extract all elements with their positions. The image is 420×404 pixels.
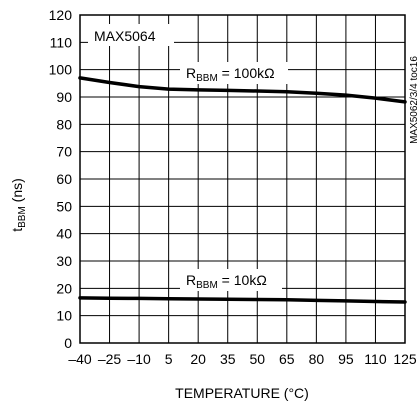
x-tick-label: 80 <box>309 351 325 367</box>
y-tick-label: 50 <box>56 198 72 214</box>
y-tick-label: 80 <box>56 116 72 132</box>
side-note: MAX5062/3/4 toc16 <box>409 56 420 144</box>
series-line-0 <box>78 76 407 104</box>
x-tick-label: 110 <box>364 351 387 367</box>
y-tick-label: 40 <box>56 226 72 242</box>
x-tick-label: –25 <box>98 351 122 367</box>
y-tick-label: 90 <box>56 89 72 105</box>
device-label: MAX5064 <box>94 28 156 44</box>
y-tick-label: 120 <box>49 7 73 23</box>
x-tick-label: 35 <box>220 351 236 367</box>
y-tick-label: 110 <box>50 34 73 50</box>
y-tick-label: 10 <box>56 308 72 324</box>
y-tick-label: 30 <box>56 253 72 269</box>
x-tick-label: 65 <box>279 351 295 367</box>
device-label-bg <box>88 24 174 46</box>
x-tick-labels: –40 –25 –10 5 20 35 50 65 80 95 110 125 <box>68 351 417 367</box>
x-tick-label: –10 <box>127 351 151 367</box>
x-tick-label: 5 <box>165 351 173 367</box>
series-label-10k: RBBM = 10kΩ <box>186 272 267 291</box>
y-tick-labels: 0 10 20 30 40 50 60 70 80 90 100 110 120 <box>49 7 73 351</box>
series-group <box>78 76 407 304</box>
x-tick-label: 20 <box>190 351 206 367</box>
y-tick-label: 60 <box>56 171 72 187</box>
y-tick-label: 100 <box>49 62 73 78</box>
x-axis-title: TEMPERATURE (°C) <box>175 385 309 401</box>
y-tick-label: 70 <box>56 144 72 160</box>
series-line-1 <box>78 296 407 304</box>
plot-frame <box>79 14 406 344</box>
series-label-100k: RBBM = 100kΩ <box>186 65 275 84</box>
y-axis-title: tBBM (ns) <box>9 178 28 232</box>
series-label-bg-10k <box>180 269 282 291</box>
x-tick-label: 50 <box>249 351 265 367</box>
y-tick-label: 0 <box>64 335 72 351</box>
x-tick-label: 125 <box>393 351 417 367</box>
x-tick-label: 95 <box>338 351 354 367</box>
series-label-bg-100k <box>180 62 288 84</box>
x-tick-label: –40 <box>68 351 92 367</box>
y-tick-label: 20 <box>56 280 72 296</box>
